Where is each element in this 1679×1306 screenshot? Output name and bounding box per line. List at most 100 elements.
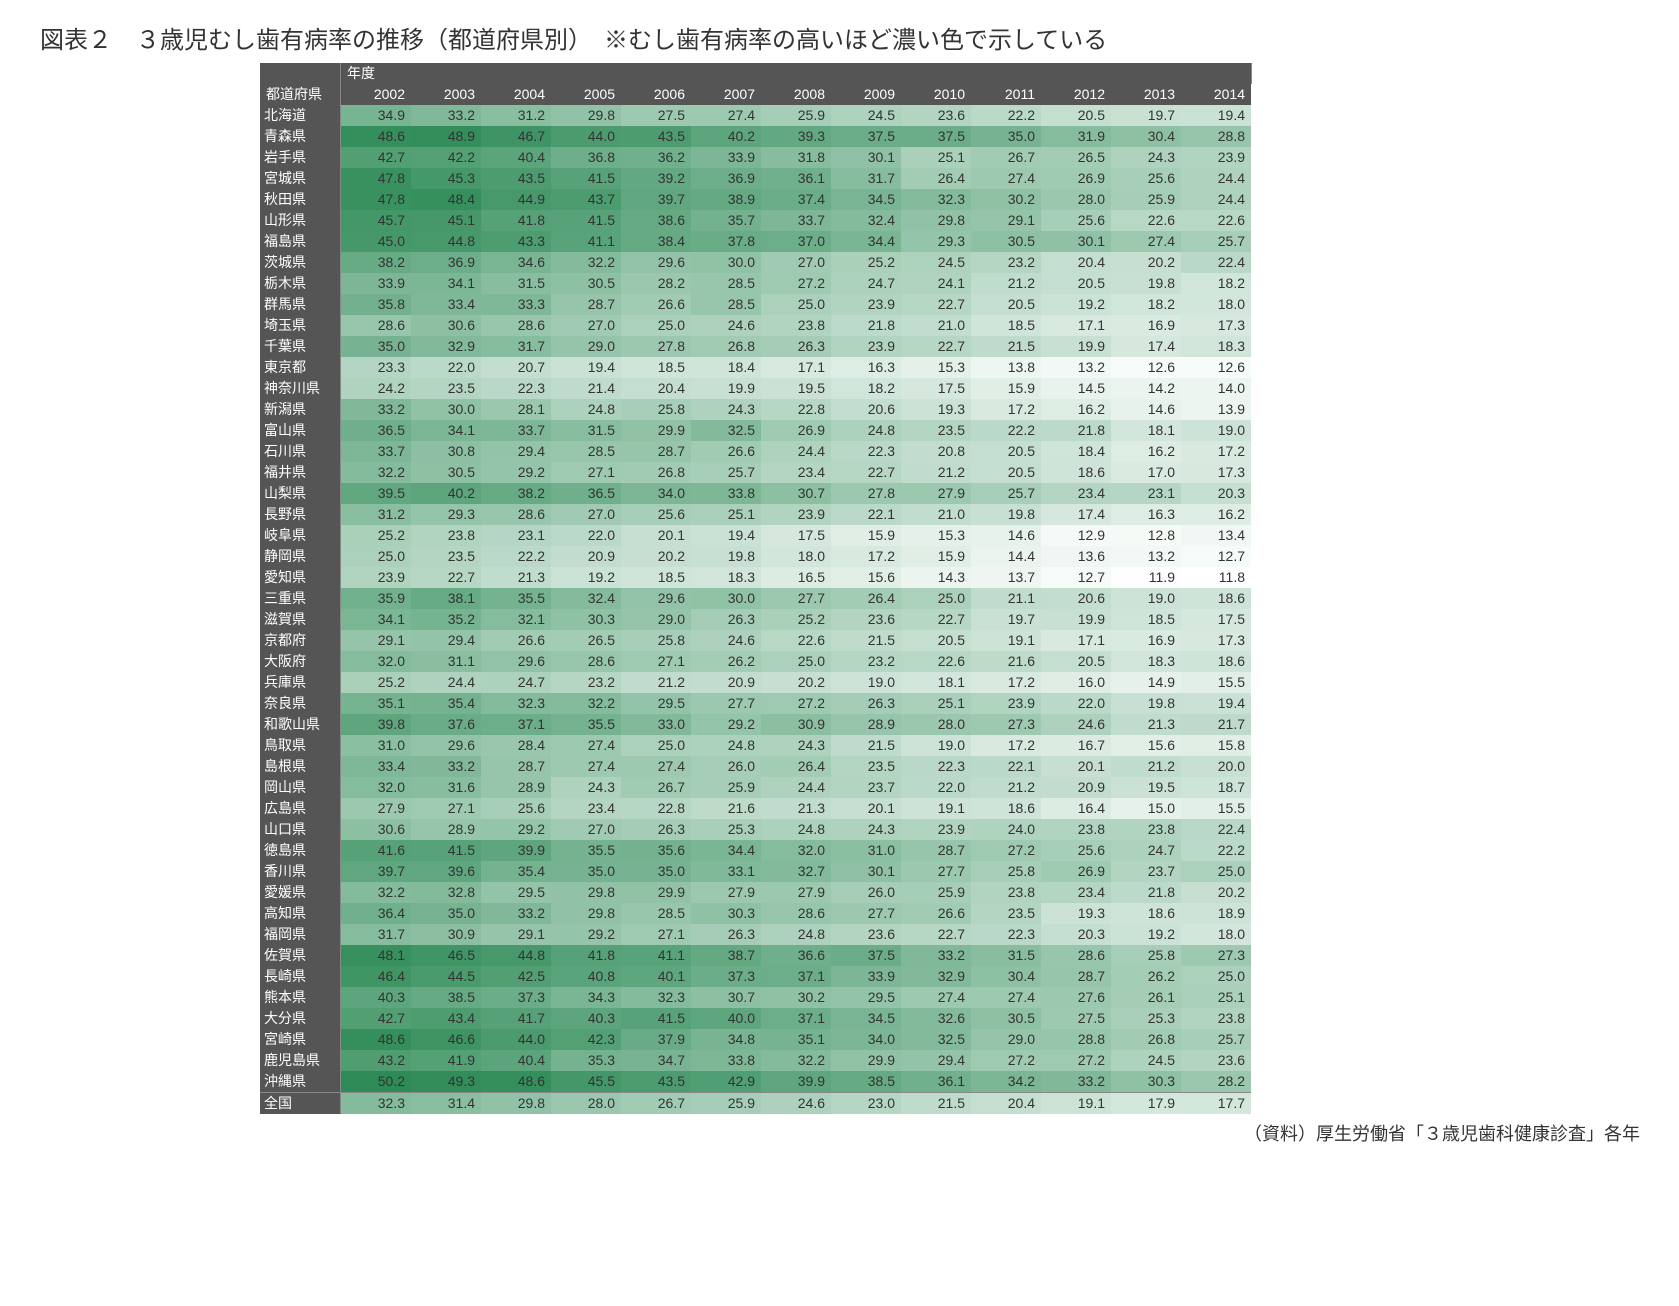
cell: 19.0 bbox=[1111, 588, 1181, 609]
cell: 18.6 bbox=[1111, 903, 1181, 924]
cell: 25.8 bbox=[621, 630, 691, 651]
cell: 19.8 bbox=[691, 546, 761, 567]
corner-blank bbox=[260, 63, 341, 84]
cell: 40.3 bbox=[551, 1008, 621, 1029]
table-row: 奈良県35.135.432.332.229.527.727.226.325.12… bbox=[260, 693, 1251, 714]
pref-label: 京都府 bbox=[260, 630, 341, 651]
cell: 41.6 bbox=[341, 840, 412, 861]
cell: 40.4 bbox=[481, 147, 551, 168]
cell: 23.4 bbox=[761, 462, 831, 483]
pref-label: 岩手県 bbox=[260, 147, 341, 168]
cell: 40.0 bbox=[691, 1008, 761, 1029]
cell: 21.2 bbox=[971, 777, 1041, 798]
cell: 27.9 bbox=[341, 798, 412, 819]
cell: 27.1 bbox=[411, 798, 481, 819]
cell: 12.6 bbox=[1181, 357, 1251, 378]
cell: 43.5 bbox=[481, 168, 551, 189]
cell: 21.0 bbox=[901, 315, 971, 336]
cell: 27.9 bbox=[761, 882, 831, 903]
cell: 21.5 bbox=[831, 735, 901, 756]
cell: 36.8 bbox=[551, 147, 621, 168]
cell: 32.2 bbox=[551, 252, 621, 273]
cell: 19.3 bbox=[901, 399, 971, 420]
cell: 18.6 bbox=[1041, 462, 1111, 483]
table-row: 福岡県31.730.929.129.227.126.324.823.622.72… bbox=[260, 924, 1251, 945]
cell: 30.0 bbox=[691, 588, 761, 609]
cell: 20.5 bbox=[971, 294, 1041, 315]
cell: 28.0 bbox=[1041, 189, 1111, 210]
cell: 32.7 bbox=[761, 861, 831, 882]
chart-title: 図表２ ３歳児むし歯有病率の推移（都道府県別） ※むし歯有病率の高いほど濃い色で… bbox=[40, 20, 1640, 55]
cell: 19.0 bbox=[831, 672, 901, 693]
cell: 41.9 bbox=[411, 1050, 481, 1071]
total-label: 全国 bbox=[260, 1093, 341, 1115]
cell: 23.3 bbox=[341, 357, 412, 378]
cell: 31.7 bbox=[341, 924, 412, 945]
pref-label: 東京都 bbox=[260, 357, 341, 378]
cell: 11.8 bbox=[1181, 567, 1251, 588]
cell: 29.0 bbox=[551, 336, 621, 357]
cell: 28.7 bbox=[901, 840, 971, 861]
cell: 18.3 bbox=[1181, 336, 1251, 357]
cell: 27.7 bbox=[901, 861, 971, 882]
cell: 25.1 bbox=[691, 504, 761, 525]
cell: 25.6 bbox=[1041, 840, 1111, 861]
source-note: （資料）厚生労働省「３歳児歯科健康診査」各年 bbox=[40, 1120, 1640, 1146]
cell: 24.4 bbox=[761, 441, 831, 462]
cell: 28.8 bbox=[1041, 1029, 1111, 1050]
cell: 38.9 bbox=[691, 189, 761, 210]
cell: 27.8 bbox=[831, 483, 901, 504]
cell: 21.2 bbox=[901, 462, 971, 483]
cell: 24.7 bbox=[1111, 840, 1181, 861]
cell: 34.7 bbox=[621, 1050, 691, 1071]
cell: 20.1 bbox=[621, 525, 691, 546]
cell: 29.6 bbox=[411, 735, 481, 756]
cell: 12.8 bbox=[1111, 525, 1181, 546]
cell: 45.5 bbox=[551, 1071, 621, 1093]
cell: 13.6 bbox=[1041, 546, 1111, 567]
cell: 29.5 bbox=[831, 987, 901, 1008]
cell: 23.5 bbox=[901, 420, 971, 441]
year-header: 年度 bbox=[341, 63, 1252, 84]
table-row: 福井県32.230.529.227.126.825.723.422.721.22… bbox=[260, 462, 1251, 483]
table-row: 大分県42.743.441.740.341.540.037.134.532.63… bbox=[260, 1008, 1251, 1029]
cell: 24.6 bbox=[691, 630, 761, 651]
cell: 34.6 bbox=[481, 252, 551, 273]
cell: 30.9 bbox=[761, 714, 831, 735]
pref-label: 山形県 bbox=[260, 210, 341, 231]
cell: 44.8 bbox=[411, 231, 481, 252]
table-row: 愛知県23.922.721.319.218.518.316.515.614.31… bbox=[260, 567, 1251, 588]
cell: 32.5 bbox=[691, 420, 761, 441]
cell: 27.0 bbox=[551, 315, 621, 336]
cell: 37.9 bbox=[621, 1029, 691, 1050]
cell: 45.7 bbox=[341, 210, 412, 231]
cell: 18.5 bbox=[971, 315, 1041, 336]
cell: 17.3 bbox=[1181, 315, 1251, 336]
cell: 31.7 bbox=[481, 336, 551, 357]
cell: 41.5 bbox=[551, 168, 621, 189]
cell: 40.2 bbox=[691, 126, 761, 147]
cell: 47.8 bbox=[341, 168, 412, 189]
cell: 30.6 bbox=[411, 315, 481, 336]
cell: 28.0 bbox=[901, 714, 971, 735]
cell: 27.9 bbox=[691, 882, 761, 903]
cell: 20.0 bbox=[1181, 756, 1251, 777]
cell: 23.5 bbox=[831, 756, 901, 777]
cell: 20.1 bbox=[831, 798, 901, 819]
cell: 15.8 bbox=[1181, 735, 1251, 756]
cell: 27.4 bbox=[971, 987, 1041, 1008]
cell: 39.9 bbox=[481, 840, 551, 861]
cell: 25.9 bbox=[901, 882, 971, 903]
cell: 25.0 bbox=[621, 735, 691, 756]
cell: 35.8 bbox=[341, 294, 412, 315]
cell: 34.1 bbox=[341, 609, 412, 630]
cell: 35.1 bbox=[341, 693, 412, 714]
cell: 21.8 bbox=[831, 315, 901, 336]
heatmap-table: 年度 都道府県 20022003200420052006200720082009… bbox=[260, 63, 1252, 1114]
cell: 32.6 bbox=[901, 1008, 971, 1029]
cell: 21.8 bbox=[1041, 420, 1111, 441]
cell: 20.8 bbox=[901, 441, 971, 462]
year-col-2008: 2008 bbox=[761, 84, 831, 105]
cell: 25.0 bbox=[341, 546, 412, 567]
cell: 36.5 bbox=[551, 483, 621, 504]
